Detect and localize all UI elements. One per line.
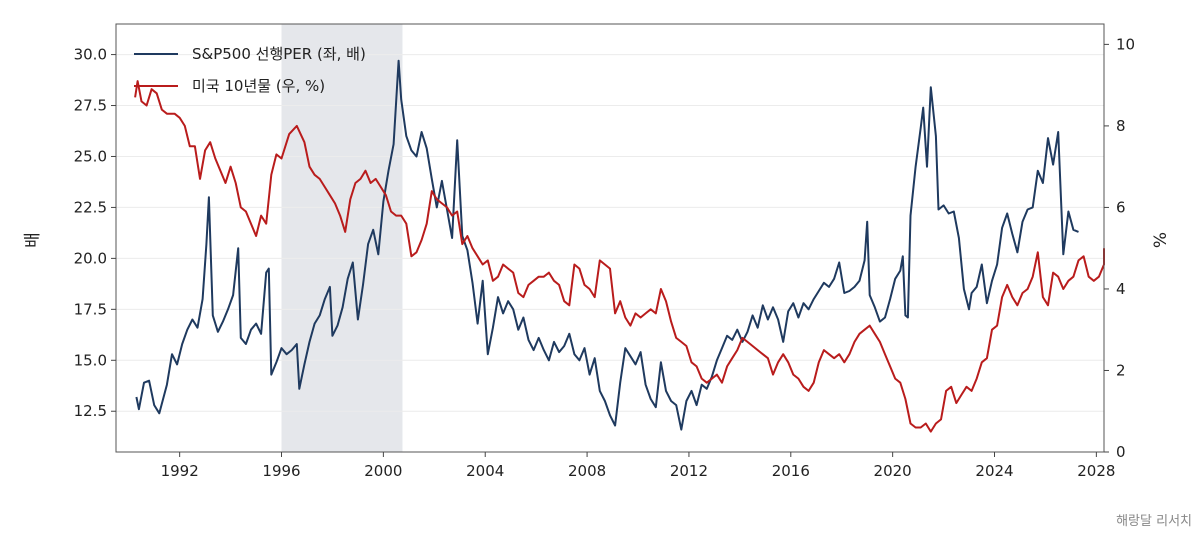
y-right-tick-label: 6 <box>1116 198 1126 216</box>
y-left-tick-label: 15.0 <box>74 351 107 369</box>
x-tick-label: 2004 <box>466 462 504 480</box>
y-axis-right-label: % <box>1151 232 1171 248</box>
series-layer <box>134 59 1105 433</box>
x-tick-label: 2020 <box>874 462 912 480</box>
x-tick-label: 1996 <box>262 462 300 480</box>
y-axis-left: 12.5 15.0 17.5 20.0 22.5 25.0 27.5 30.0 <box>74 46 116 420</box>
y-left-tick-label: 25.0 <box>74 147 107 165</box>
x-tick-label: 2012 <box>670 462 708 480</box>
x-axis: 1992 1996 2000 2004 2008 2012 2016 2020 2024 2028 <box>161 452 1115 480</box>
y-left-tick-label: 22.5 <box>74 198 107 216</box>
x-tick-label: 2016 <box>772 462 810 480</box>
y-right-tick-label: 4 <box>1116 280 1126 298</box>
legend-label-yield: 미국 10년물 (우, %) <box>192 77 325 95</box>
y-axis-left-label: 배 <box>23 232 43 248</box>
x-tick-label: 2028 <box>1077 462 1115 480</box>
y-left-tick-label: 17.5 <box>74 300 107 318</box>
y-axis-right: 0 2 4 6 8 10 <box>1104 35 1135 461</box>
legend: S&P500 선행PER (좌, 배) 미국 10년물 (우, %) <box>134 45 366 95</box>
x-tick-label: 2000 <box>364 462 402 480</box>
y-left-tick-label: 20.0 <box>74 249 107 267</box>
y-left-tick-label: 30.0 <box>74 46 107 64</box>
series-line-yield <box>134 80 1105 433</box>
x-tick-label: 2024 <box>975 462 1013 480</box>
x-tick-label: 2008 <box>568 462 606 480</box>
grid-layer <box>116 54 1104 412</box>
y-right-tick-label: 2 <box>1116 361 1126 379</box>
y-left-tick-label: 27.5 <box>74 97 107 115</box>
legend-label-per: S&P500 선행PER (좌, 배) <box>192 45 366 63</box>
y-right-tick-label: 10 <box>1116 35 1135 53</box>
series-line-per <box>135 59 1079 431</box>
source-credit: 해랑달 리서치 <box>1116 514 1192 529</box>
y-right-tick-label: 0 <box>1116 443 1126 461</box>
y-left-tick-label: 12.5 <box>74 402 107 420</box>
x-tick-label: 1992 <box>161 462 199 480</box>
y-right-tick-label: 8 <box>1116 117 1126 135</box>
plot-frame <box>115 23 1105 453</box>
